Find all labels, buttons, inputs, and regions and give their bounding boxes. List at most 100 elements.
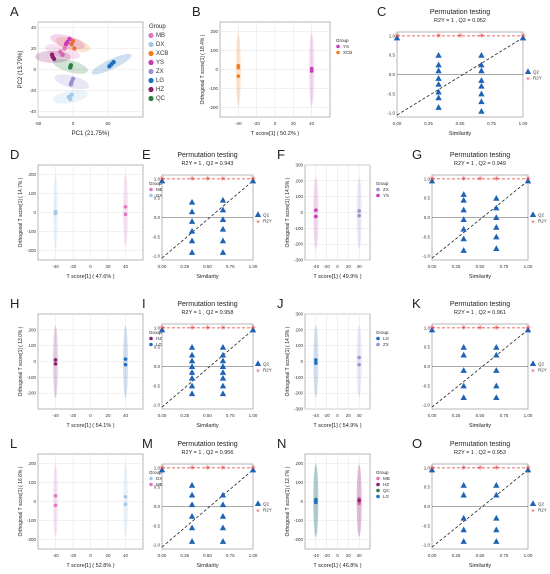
y-tick-label: -40 [29,109,36,114]
legend-marker [336,44,340,49]
legend-label-r2y: R2Y [263,508,272,513]
legend: Q2✳ R2Y [529,360,547,375]
y-tick-label: 100 [295,343,303,348]
q2-point [188,227,196,234]
x-tick-label: 0.50 [456,121,465,126]
data-point-MB [58,49,63,54]
legend-label: MB [156,482,163,487]
r2y-point: ✳ [205,464,211,472]
y-tick-label: -1.0 [152,254,160,259]
q2-point [219,491,227,498]
y-tick-label: 0.5 [154,345,161,350]
x-tick-label: 0 [72,121,75,126]
y-tick-label: 0 [33,499,36,504]
x-tick-label: 20 [291,121,297,126]
r2y-point: ✳ [394,32,400,40]
y-tick-label: 1.0 [424,465,431,470]
data-point-ZX [357,213,361,218]
legend-r2y-icon: ✳ [531,509,535,515]
panel-letter: J [277,296,284,311]
y-tick-label: -300 [294,407,304,412]
x-axis-label: T score[1] ( 49.9% ) [313,274,361,280]
y-tick-label: 40 [31,25,37,30]
r2y-point: ✳ [220,324,226,332]
q2-point [435,75,442,81]
r2y-point: ✳ [159,324,165,332]
legend-label: LG [156,78,164,84]
q2-regression-line [396,37,524,116]
panel-letter: C [377,4,386,19]
q2-point [460,206,467,213]
y-tick-label: 0 [33,210,36,215]
data-point-ZX [357,355,361,360]
y-tick-label: 20 [31,46,37,51]
x-tick-label: -40 [313,413,320,418]
x-tick-label: 0.00 [428,413,437,418]
r2y-point: ✳ [478,32,484,40]
q2-point [493,245,500,251]
x-axis-label: Similarity [449,131,472,137]
chart-subtitle: R2Y = 1 , Q2 = 0.956 [182,450,234,456]
x-axis-label: T score[1] ( 47.6% ) [66,274,114,280]
data-point-QC [68,63,74,68]
x-tick-label: 1.00 [249,264,258,269]
r2y-point: ✳ [520,32,526,40]
y-tick-label: 0 [300,359,303,364]
data-point-XCB [236,74,241,78]
data-point-MB [357,501,361,506]
chart-title: Permutation testing [430,9,490,16]
y-tick-label: 100 [28,343,36,348]
legend-label-q2: Q2 [538,362,545,367]
panel-letter: F [277,147,285,162]
x-tick-label: 0 [89,553,92,558]
legend-marker [148,68,154,75]
legend-marker [376,336,380,341]
q2-point [493,526,500,533]
q2-regression-line [431,180,529,259]
x-tick-label: -40 [52,553,59,558]
x-tick-label: 20 [346,413,352,418]
x-tick-label: 0.75 [500,413,509,418]
x-tick-label: -40 [313,553,320,558]
x-tick-label: 1.00 [524,413,533,418]
x-tick-label: 0.00 [158,264,167,269]
y-tick-label: 300 [295,312,303,317]
q2-point [460,225,467,232]
y-tick-label: -0.5 [152,234,160,239]
chart-title: Permutation testing [450,301,510,308]
y-tick-label: 200 [295,327,303,332]
legend-label: QC [156,96,166,102]
data-point-YS [314,214,318,219]
chart-E: E 0.00 0.25 0.50 0.75 1.00 -1.0 -0.5 0.0 0.5 1.0 Si… [142,147,272,280]
data-point-ZX [357,209,361,213]
q2-point [219,363,227,370]
y-tick-label: -1.0 [422,403,430,408]
legend-title: Group [149,330,162,335]
q2-regression-line [161,469,254,548]
q2-point [460,482,467,488]
q2-point [219,357,227,364]
y-tick-label: -0.5 [152,523,160,528]
q2-point [219,369,227,375]
legend: Q2✳ R2Y [529,500,547,515]
legend-q2-icon [254,500,262,507]
x-tick-label: 0.25 [424,121,433,126]
legend-label: YS [383,193,389,198]
legend-marker [376,193,380,198]
y-tick-label: 1.0 [154,465,161,470]
legend-q2-icon [529,500,537,507]
panel-letter: D [10,147,19,162]
x-tick-label: 20 [346,264,352,269]
legend-marker [148,77,154,84]
legend-label: LG [383,494,390,499]
legend-q2-icon [529,211,537,218]
legend-label: ZX [156,69,164,75]
y-tick-label: -0.5 [152,383,160,388]
q2-point [249,177,257,184]
panel-letter: G [412,147,422,162]
q2-point [188,237,196,244]
x-tick-label: 20 [346,553,352,558]
